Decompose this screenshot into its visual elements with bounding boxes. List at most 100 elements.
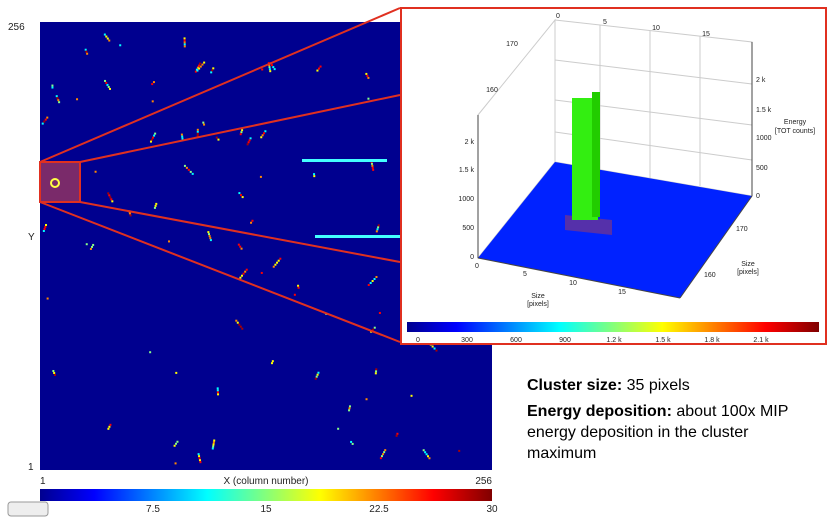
hit — [243, 273, 245, 275]
hit — [175, 443, 177, 445]
colorbar-tick: 15 — [260, 504, 272, 515]
hit — [250, 222, 252, 224]
colorbar-tick: 1.2 k — [606, 337, 622, 344]
figure: 256 Y 1 1 X (column number) 256 7.51522.… — [0, 0, 840, 518]
hit — [151, 139, 153, 141]
hit — [57, 97, 59, 99]
hit — [423, 449, 425, 451]
tick: 10 — [569, 280, 577, 287]
hit — [458, 450, 460, 452]
hit — [260, 136, 262, 138]
hit — [263, 132, 265, 134]
hit — [238, 324, 240, 326]
hit — [119, 44, 121, 46]
hit — [297, 285, 299, 287]
hit — [250, 137, 252, 139]
hit — [238, 192, 240, 194]
hit — [337, 428, 339, 430]
hit — [43, 230, 45, 232]
hit — [313, 173, 315, 175]
colorbar — [40, 489, 492, 501]
caption-value: about 100x MIP — [672, 403, 789, 420]
hit — [110, 198, 112, 200]
hit — [260, 176, 262, 178]
hit — [276, 262, 278, 264]
hit — [201, 64, 203, 66]
hit — [184, 41, 186, 43]
hit — [51, 85, 53, 87]
hit — [109, 424, 111, 426]
tick: 15 — [618, 289, 626, 296]
axis-label: Size — [531, 293, 545, 300]
hit — [272, 66, 274, 68]
hit — [240, 133, 242, 135]
hit — [251, 220, 253, 222]
hit — [208, 233, 210, 235]
hit — [181, 138, 183, 140]
tick: 5 — [523, 271, 527, 278]
hit — [365, 73, 367, 75]
caption-line: energy deposition in the cluster — [527, 424, 749, 441]
hit — [427, 455, 429, 457]
hit — [107, 38, 109, 40]
hit — [241, 328, 243, 330]
hit — [349, 407, 351, 409]
axis-label: Size — [741, 261, 755, 268]
hit — [154, 207, 156, 209]
hit — [315, 378, 317, 380]
hit — [58, 101, 60, 103]
hit — [184, 37, 186, 39]
hit — [85, 49, 87, 51]
tick: 160 — [704, 272, 716, 279]
hit — [271, 64, 273, 66]
hit — [212, 67, 214, 69]
hit — [376, 228, 378, 230]
hit — [381, 455, 383, 457]
hit — [261, 68, 263, 70]
caption-label: Energy deposition: — [527, 403, 672, 420]
hit — [108, 40, 110, 42]
hit — [209, 237, 211, 239]
hit — [269, 66, 271, 68]
tick: 0 — [475, 263, 479, 270]
hit — [372, 167, 374, 169]
toolbar-button[interactable] — [8, 502, 48, 516]
axis-label: [TOT counts] — [775, 128, 815, 135]
hit — [212, 448, 214, 450]
hit — [200, 66, 202, 68]
hit — [192, 173, 194, 175]
hit — [274, 264, 276, 266]
hit — [241, 248, 243, 250]
hit — [349, 405, 351, 407]
hit — [46, 117, 48, 119]
hit — [317, 372, 319, 374]
tick: 170 — [506, 41, 518, 48]
hit — [104, 34, 106, 36]
hit — [320, 66, 322, 68]
hit — [198, 65, 200, 67]
hit — [217, 391, 219, 393]
hit — [237, 322, 239, 324]
hit — [235, 320, 237, 322]
hit — [196, 70, 198, 72]
colorbar-tick: 22.5 — [369, 504, 389, 515]
hit — [217, 393, 219, 395]
hit — [370, 282, 372, 284]
hit — [240, 326, 242, 328]
hit — [424, 451, 426, 453]
hit — [184, 43, 186, 45]
hit — [264, 130, 266, 132]
hit — [175, 462, 177, 464]
hit — [375, 368, 377, 370]
colorbar-tick: 2.1 k — [753, 337, 769, 344]
hit — [153, 135, 155, 137]
hit — [175, 372, 177, 374]
hit — [396, 433, 398, 435]
hit — [384, 449, 386, 451]
hit — [376, 230, 378, 232]
hit — [396, 435, 398, 437]
hit — [107, 84, 109, 86]
hit — [217, 389, 219, 391]
hit — [375, 372, 377, 374]
hit — [316, 376, 318, 378]
